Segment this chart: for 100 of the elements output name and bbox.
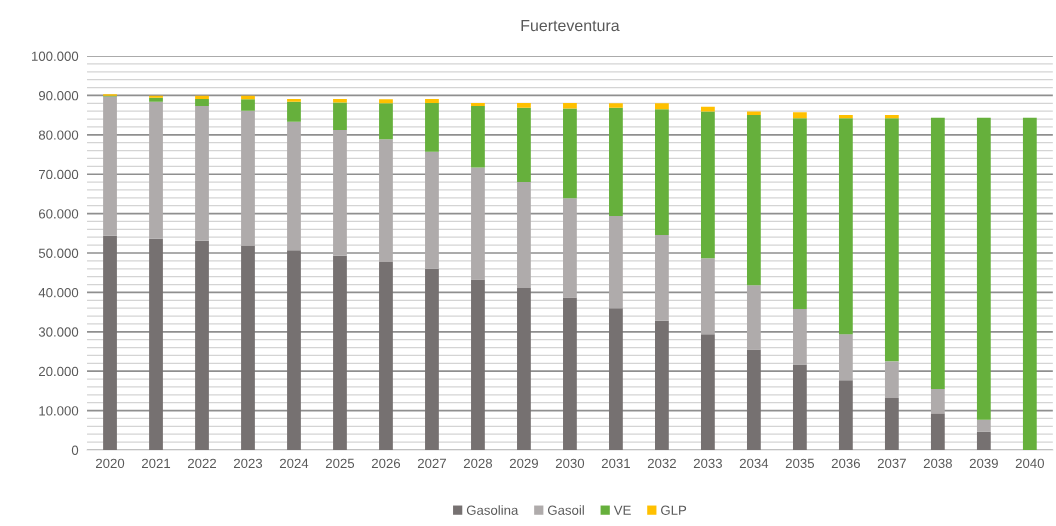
bar (838, 115, 853, 119)
bar (241, 245, 255, 450)
bar (517, 102, 531, 108)
bar (563, 198, 577, 298)
bar (976, 419, 991, 432)
bar (792, 112, 807, 119)
bar (287, 101, 301, 122)
bar (746, 285, 761, 350)
bar (517, 288, 531, 450)
bar (103, 96, 117, 236)
x-tick-label: 2020 (96, 458, 125, 469)
y-tick-label: 0 (71, 445, 79, 455)
bar (838, 118, 853, 335)
x-tick-label: 2032 (647, 458, 676, 469)
bar (609, 103, 623, 108)
x-tick-label: 2027 (417, 458, 446, 469)
y-tick-label: 90.000 (38, 90, 79, 101)
x-tick-label: 2021 (141, 458, 171, 469)
x-tick-label: 2037 (877, 458, 906, 469)
bar (287, 250, 301, 450)
bar (792, 364, 807, 450)
bar (701, 334, 715, 450)
bar (655, 234, 669, 321)
bar (241, 99, 255, 111)
bar (838, 334, 853, 381)
bar (655, 320, 669, 450)
bar (333, 98, 347, 103)
bar (379, 99, 393, 104)
x-tick-label: 2029 (509, 458, 538, 469)
chart-title: Fuerteventura (521, 20, 620, 32)
bar (471, 102, 485, 107)
bar (563, 102, 577, 109)
bar (884, 361, 899, 398)
bar (103, 235, 117, 450)
bar (563, 108, 577, 199)
bar (609, 215, 623, 309)
x-tick-label: 2034 (739, 458, 769, 469)
bar (195, 98, 209, 107)
bar (884, 115, 899, 119)
x-tick-label: 2022 (187, 458, 217, 469)
y-tick-label: 100.000 (32, 51, 79, 61)
x-tick-label: 2031 (601, 458, 630, 469)
bar (701, 111, 715, 259)
x-tick-label: 2030 (555, 458, 585, 469)
bar (884, 118, 899, 362)
bar (930, 117, 945, 389)
y-tick-label: 50.000 (38, 248, 79, 258)
x-tick-label: 2039 (969, 458, 998, 469)
bar (195, 240, 209, 450)
y-tick-label: 60.000 (39, 209, 79, 219)
x-tick-label: 2024 (279, 458, 309, 469)
legend-label: Gasoil (548, 505, 584, 515)
bar (425, 98, 439, 103)
bar (976, 117, 991, 420)
x-tick-label: 2028 (463, 458, 493, 469)
bar (333, 130, 347, 256)
bar (149, 238, 163, 450)
bar (517, 107, 531, 183)
y-tick-label: 80.000 (38, 130, 79, 140)
bar (287, 121, 301, 251)
bar (563, 297, 577, 450)
bar (746, 115, 761, 286)
bar (655, 109, 669, 235)
bar (701, 106, 715, 112)
x-tick-label: 2026 (371, 458, 401, 469)
bar (379, 262, 393, 450)
bar (471, 167, 485, 280)
bar (287, 98, 301, 102)
bar (149, 97, 163, 102)
y-tick-label: 30.000 (38, 327, 79, 337)
x-tick-label: 2036 (831, 458, 860, 469)
bar (609, 107, 623, 216)
bar (609, 308, 623, 450)
bar (1022, 117, 1037, 450)
bar (379, 103, 393, 140)
legend-label: Gasolina (466, 505, 519, 515)
bar (655, 103, 669, 110)
bar (149, 101, 163, 239)
y-tick-label: 70.000 (39, 169, 79, 180)
bar (333, 102, 347, 131)
bar (195, 95, 209, 99)
bar (701, 258, 715, 335)
legend-label: GLP (661, 505, 687, 515)
bar (333, 255, 347, 450)
x-tick-label: 2035 (785, 458, 814, 469)
bar (517, 182, 531, 289)
x-tick-label: 2023 (233, 458, 263, 469)
bar (792, 118, 807, 309)
bar (746, 349, 761, 450)
bar (930, 413, 945, 450)
y-tick-label: 20.000 (38, 366, 79, 377)
bar (471, 279, 485, 450)
x-tick-label: 2033 (693, 458, 722, 469)
bar (425, 102, 439, 152)
bar (195, 106, 209, 241)
bar (838, 380, 853, 450)
x-tick-label: 2038 (923, 458, 952, 469)
x-tick-label: 2025 (325, 458, 355, 469)
legend-label: VE (613, 505, 631, 515)
y-tick-label: 10.000 (39, 406, 79, 416)
